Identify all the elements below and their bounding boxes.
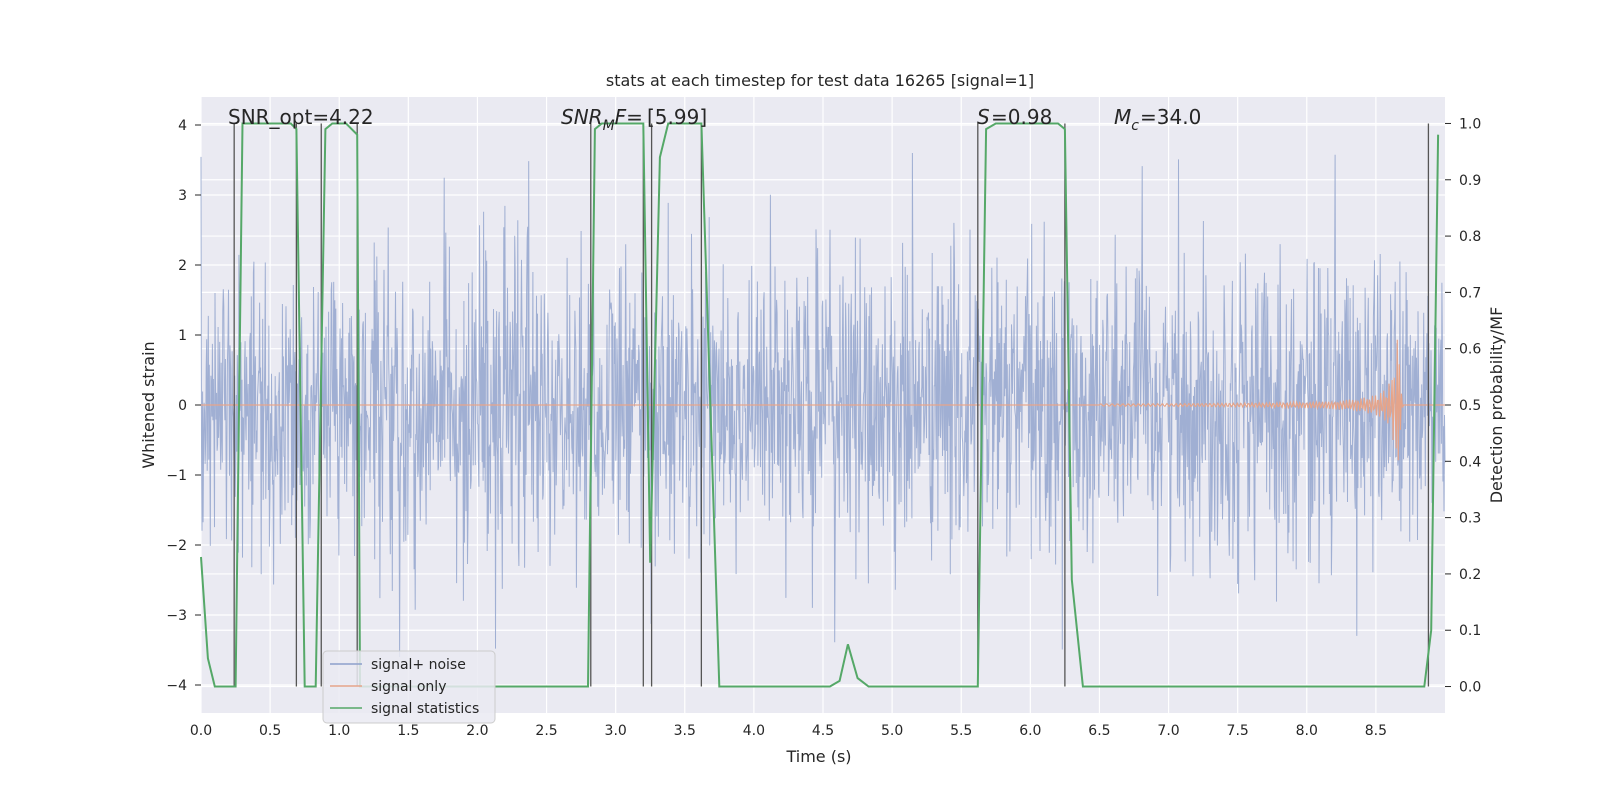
y-tick-label: 2	[178, 258, 187, 274]
x-tick-label: 8.0	[1296, 723, 1318, 739]
legend-label-signal: signal only	[371, 679, 446, 695]
legend-label-noise: signal+ noise	[371, 657, 466, 673]
statistics-line	[200, 122, 1440, 688]
x-tick-label: 0.5	[259, 723, 281, 739]
annotation-snr-mf-value: [5.99]	[647, 105, 707, 129]
chart-title: stats at each timestep for test data 162…	[606, 71, 1034, 90]
signal-only-line	[201, 339, 1445, 461]
x-axis-label: Time (s)	[785, 747, 851, 766]
x-tick-label: 5.5	[950, 723, 972, 739]
y2-ticks: 1.0 0.9 0.8 0.7 0.6 0.5 0.4 0.3 0.2 0.1 0.0	[1445, 116, 1481, 696]
annotation-snr-opt: SNR_opt=4.22	[228, 105, 374, 129]
y2-tick-label: 0.8	[1459, 229, 1481, 245]
x-tick-label: 2.5	[535, 723, 557, 739]
y-tick-label: −1	[166, 468, 187, 484]
x-tick-label: 0.0	[190, 723, 212, 739]
y-tick-label: 3	[178, 188, 187, 204]
y2-tick-label: 0.7	[1459, 285, 1481, 301]
x-tick-label: 8.5	[1365, 723, 1387, 739]
y2-tick-label: 0.2	[1459, 567, 1481, 583]
noise-series	[200, 152, 1446, 658]
y-tick-label: −4	[166, 678, 187, 694]
y2-tick-label: 0.3	[1459, 511, 1481, 527]
x-tick-label: 6.5	[1088, 723, 1110, 739]
x-tick-label: 4.0	[743, 723, 765, 739]
x-tick-label: 3.5	[674, 723, 696, 739]
signal-only-series	[201, 339, 1445, 461]
legend: signal+ noise signal only signal statist…	[322, 650, 496, 724]
y-axis-label: Whitened strain	[139, 341, 158, 468]
y2-tick-label: 0.5	[1459, 398, 1481, 414]
y-tick-label: −2	[166, 538, 187, 554]
x-tick-label: 7.5	[1227, 723, 1249, 739]
legend-label-stats: signal statistics	[371, 701, 479, 717]
y2-tick-label: 0.0	[1459, 680, 1481, 696]
annotation-s-label: S	[977, 105, 990, 129]
y2-axis-label: Detection probability/MF	[1487, 307, 1506, 504]
y-tick-label: 4	[178, 118, 187, 134]
y-tick-label: 1	[178, 328, 187, 344]
noise-line	[200, 152, 1446, 658]
x-tick-label: 2.0	[466, 723, 488, 739]
x-tick-label: 6.0	[1019, 723, 1041, 739]
statistics-series	[200, 122, 1440, 688]
y-tick-label: −3	[166, 608, 187, 624]
x-tick-label: 7.0	[1157, 723, 1179, 739]
y2-tick-label: 0.1	[1459, 623, 1481, 639]
y2-tick-label: 0.9	[1459, 173, 1481, 189]
y2-tick-label: 1.0	[1459, 116, 1481, 132]
x-tick-label: 1.5	[397, 723, 419, 739]
annotation-mc-label: Mc	[1114, 105, 1139, 134]
y2-tick-label: 0.6	[1459, 342, 1481, 358]
legend-box	[322, 650, 496, 724]
x-tick-label: 4.5	[812, 723, 834, 739]
x-tick-label: 3.0	[605, 723, 627, 739]
annotation-s-value: =0.98	[991, 105, 1052, 129]
y2-tick-label: 0.4	[1459, 454, 1481, 470]
x-tick-label: 5.0	[881, 723, 903, 739]
y-tick-label: 0	[178, 398, 187, 414]
x-ticks: 0.0 0.5 1.0 1.5 2.0 2.5 3.0 3.5 4.0 4.5 5.0 5.5 6.0 6…	[190, 723, 1387, 739]
annotation-mc-value: =34.0	[1140, 105, 1201, 129]
x-tick-label: 1.0	[328, 723, 350, 739]
y-ticks: 4 3 2 1 0 −1 −2 −3 −4	[166, 118, 201, 694]
